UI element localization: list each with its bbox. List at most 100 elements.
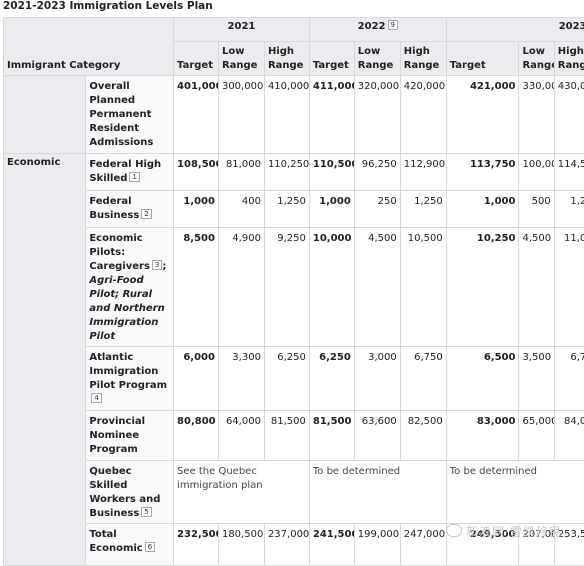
value-cell: 6,500: [446, 347, 519, 411]
value-cell: 4,500: [519, 228, 554, 347]
value-cell: 11,000: [554, 228, 584, 347]
category-name-cell: Overall Planned Permanent Resident Admis…: [86, 76, 174, 154]
footnote-ref[interactable]: 2: [141, 209, 151, 219]
value-cell: 80,800: [174, 411, 219, 461]
category-name-cell: Provincial Nominee Program: [86, 411, 174, 461]
value-cell: 100,000: [519, 154, 554, 191]
footnote-ref[interactable]: 6: [145, 542, 155, 552]
value-cell: 1,250: [400, 191, 446, 228]
tbd-note: To be determined: [309, 461, 446, 524]
value-cell: 232,500: [174, 524, 219, 566]
value-cell: 63,600: [354, 411, 400, 461]
value-cell: 83,000: [446, 411, 519, 461]
value-cell: 110,250: [264, 154, 309, 191]
subheader-target: Target: [309, 42, 354, 76]
subheader-high-range: High Range: [554, 42, 584, 76]
value-cell: 110,500: [309, 154, 354, 191]
value-cell: 241,500: [309, 524, 354, 566]
year-header-2023: 20239: [446, 18, 584, 42]
value-cell: 96,250: [354, 154, 400, 191]
value-cell: 84,000: [554, 411, 584, 461]
footnote-ref[interactable]: 3: [152, 260, 162, 270]
column-header-category: Immigrant Category: [4, 18, 174, 76]
footnote-ref[interactable]: 4: [91, 393, 101, 403]
value-cell: 247,000: [400, 524, 446, 566]
value-cell: 1,250: [264, 191, 309, 228]
value-cell: 64,000: [218, 411, 264, 461]
value-cell: 6,250: [264, 347, 309, 411]
value-cell: 3,500: [519, 347, 554, 411]
category-group-cell: Economic: [4, 154, 86, 566]
value-cell: 108,500: [174, 154, 219, 191]
value-cell: 420,000: [400, 76, 446, 154]
value-cell: 401,000: [174, 76, 219, 154]
value-cell: 6,250: [309, 347, 354, 411]
value-cell: 421,000: [446, 76, 519, 154]
value-cell: 400: [218, 191, 264, 228]
table-row: Overall Planned Permanent Resident Admis…: [4, 76, 584, 154]
value-cell: 180,500: [218, 524, 264, 566]
value-cell: 4,500: [354, 228, 400, 347]
value-cell: 81,500: [309, 411, 354, 461]
category-group-cell: [4, 76, 86, 154]
table-caption: 2021-2023 Immigration Levels Plan: [3, 0, 213, 12]
value-cell: 65,000: [519, 411, 554, 461]
value-cell: 250: [354, 191, 400, 228]
value-cell: 112,900: [400, 154, 446, 191]
value-cell: 82,500: [400, 411, 446, 461]
weibo-logo-icon: [446, 524, 462, 537]
value-cell: 410,000: [264, 76, 309, 154]
subheader-high-range: High Range: [264, 42, 309, 76]
subheader-low-range: Low Range: [519, 42, 554, 76]
value-cell: 300,000: [218, 76, 264, 154]
year-header-2021: 2021: [174, 18, 310, 42]
value-cell: 6,000: [174, 347, 219, 411]
value-cell: 320,000: [354, 76, 400, 154]
value-cell: 1,250: [554, 191, 584, 228]
value-cell: 113,750: [446, 154, 519, 191]
subheader-low-range: Low Range: [354, 42, 400, 76]
value-cell: 430,000: [554, 76, 584, 154]
value-cell: 10,000: [309, 228, 354, 347]
value-cell: 3,000: [354, 347, 400, 411]
value-cell: 10,500: [400, 228, 446, 347]
value-cell: 1,000: [309, 191, 354, 228]
table-row: Provincial Nominee Program 80,800 64,000…: [4, 411, 584, 461]
value-cell: 330,000: [519, 76, 554, 154]
category-name-cell: Atlantic Immigration Pilot Program4: [86, 347, 174, 411]
value-cell: 4,900: [218, 228, 264, 347]
table-row: Atlantic Immigration Pilot Program4 6,00…: [4, 347, 584, 411]
subheader-target: Target: [446, 42, 519, 76]
footnote-ref[interactable]: 1: [129, 172, 139, 182]
value-cell: 411,000: [309, 76, 354, 154]
footnote-ref[interactable]: 9: [388, 20, 398, 30]
value-cell: 3,300: [218, 347, 264, 411]
subheader-target: Target: [174, 42, 219, 76]
value-cell: 500: [519, 191, 554, 228]
tbd-note: To be determined: [446, 461, 584, 524]
footnote-ref[interactable]: 5: [141, 507, 151, 517]
watermark: 新浪网·雷凯移民: [446, 523, 562, 540]
value-cell: 114,500: [554, 154, 584, 191]
value-cell: 8,500: [174, 228, 219, 347]
subheader-low-range: Low Range: [218, 42, 264, 76]
subheader-high-range: High Range: [400, 42, 446, 76]
value-cell: 1,000: [446, 191, 519, 228]
value-cell: 6,750: [554, 347, 584, 411]
quebec-plan-note: See the Quebec immigration plan: [174, 461, 310, 524]
value-cell: 9,250: [264, 228, 309, 347]
value-cell: 81,000: [218, 154, 264, 191]
value-cell: 6,750: [400, 347, 446, 411]
value-cell: 10,250: [446, 228, 519, 347]
